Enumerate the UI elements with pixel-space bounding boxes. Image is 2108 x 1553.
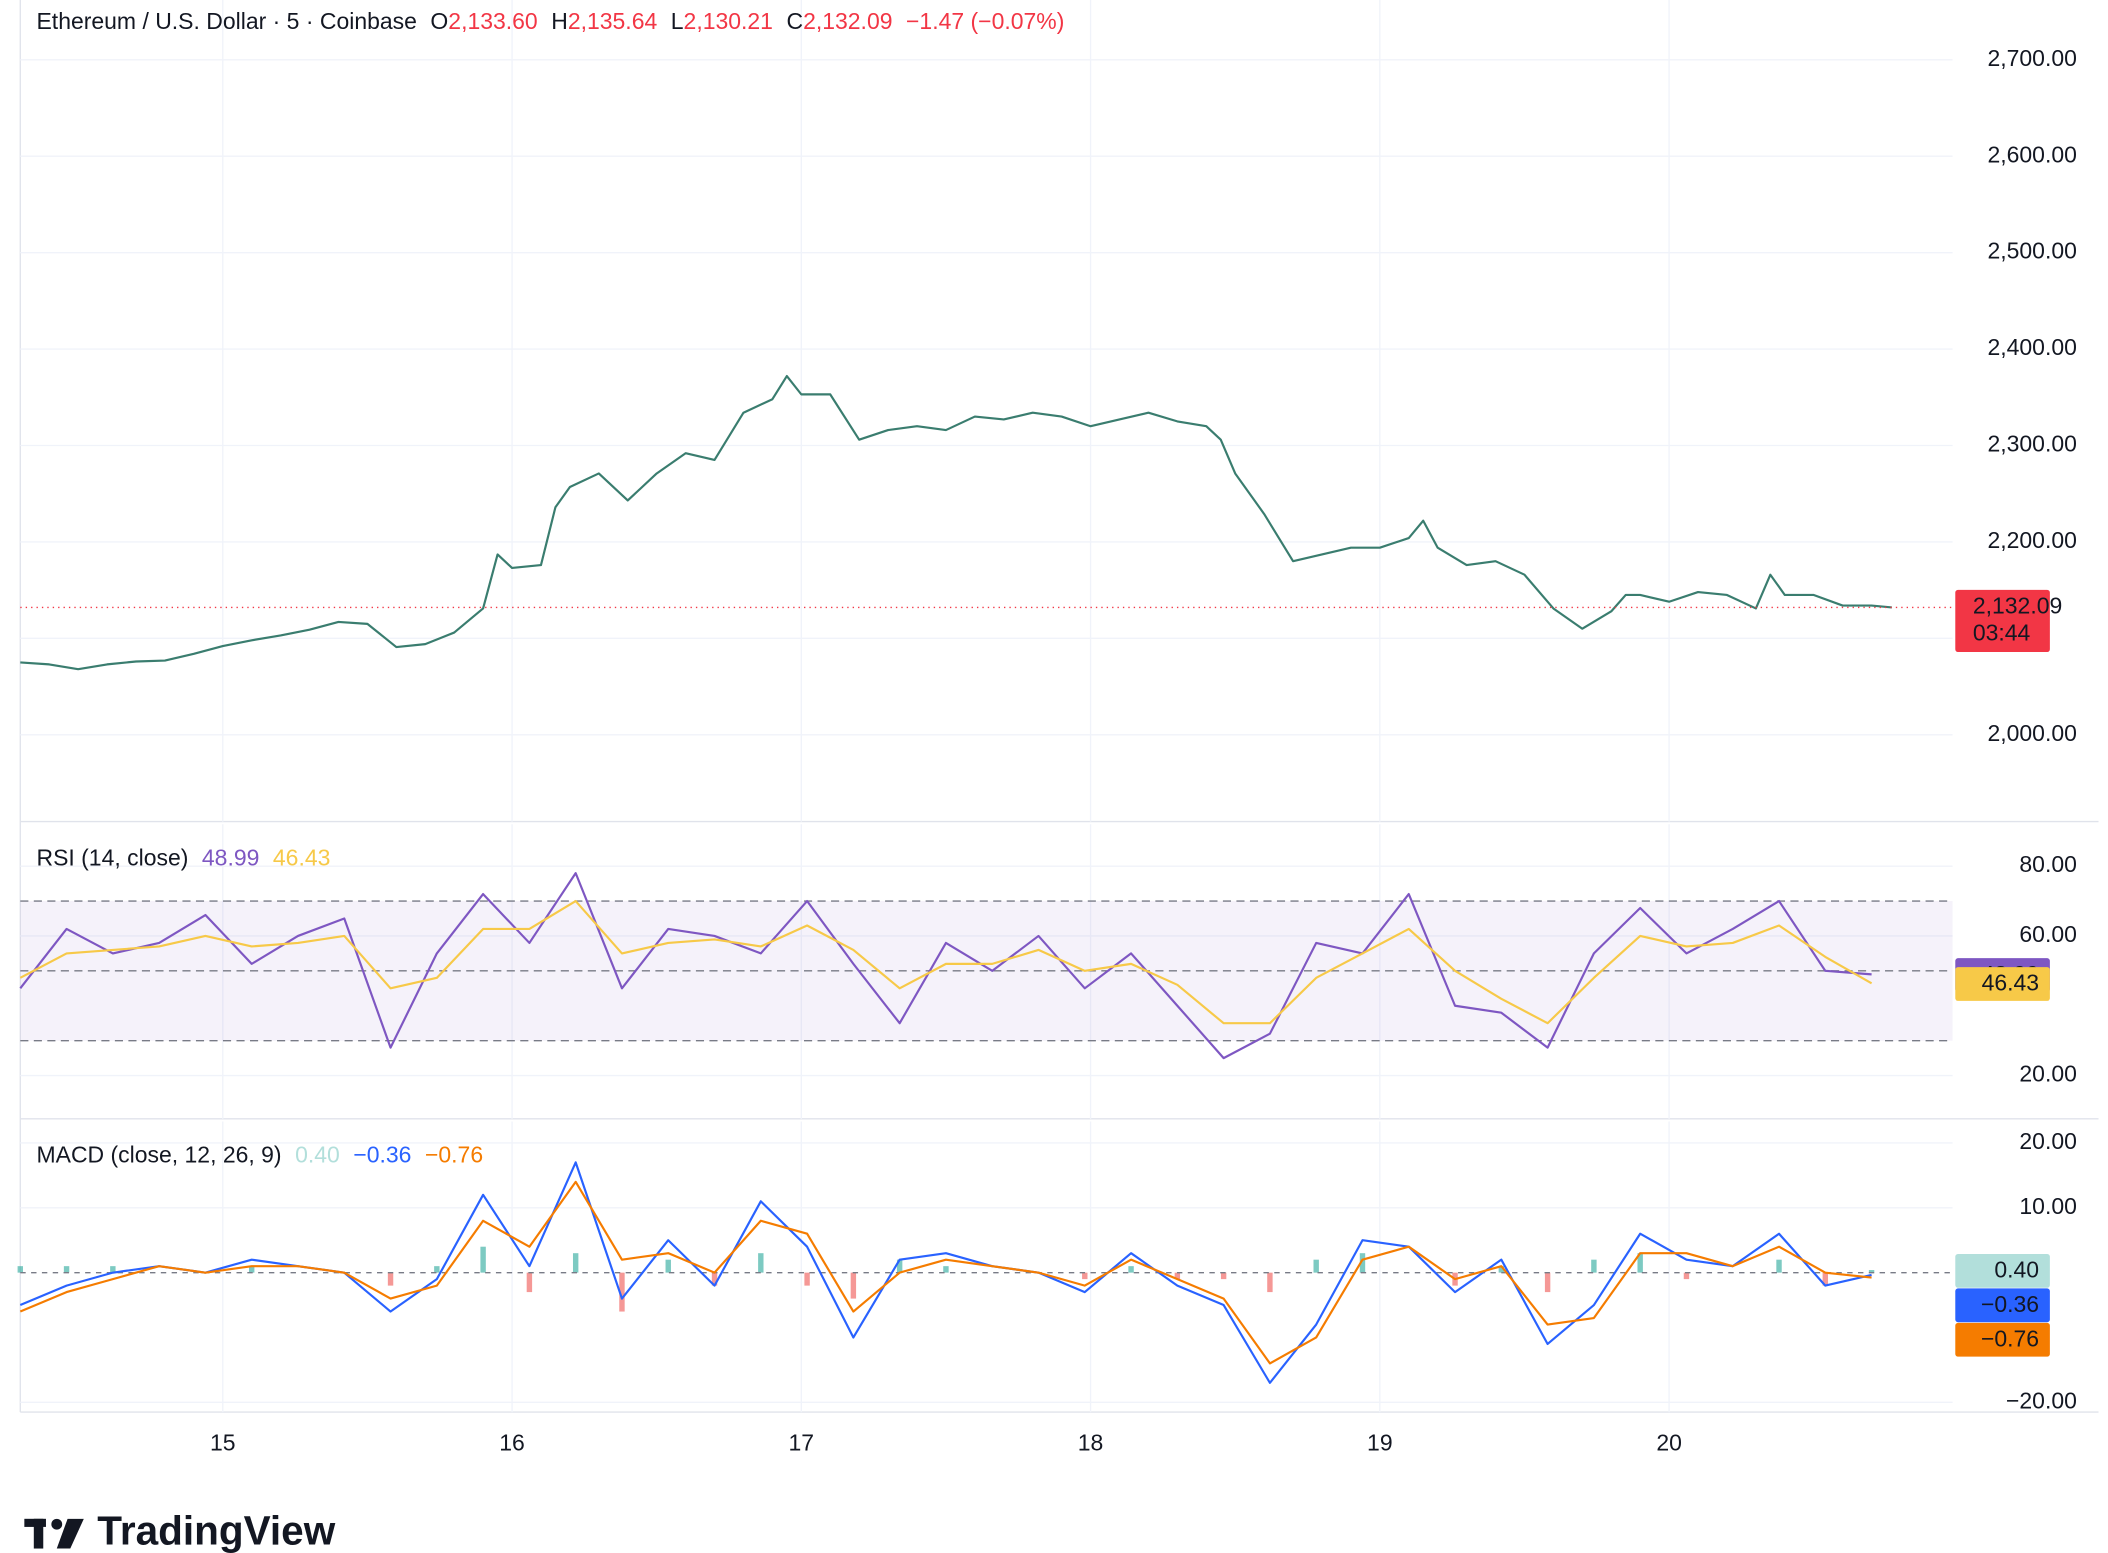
histogram-bar — [850, 1272, 857, 1299]
histogram-bar — [896, 1259, 903, 1273]
series-line — [20, 374, 1892, 671]
y-tick-label: 20.00 — [2019, 1061, 2076, 1087]
axis-value-label: 0.40 — [1994, 1257, 2039, 1283]
legend-title: RSI (14, close) — [37, 844, 189, 870]
ohlc-key: H — [551, 8, 568, 34]
legend-title: MACD (close, 12, 26, 9) — [37, 1142, 282, 1168]
y-tick-label: 2,000.00 — [1987, 720, 2076, 746]
histogram-bar — [434, 1266, 440, 1273]
legend-value: −0.76 — [425, 1142, 483, 1168]
axis-value-box — [1955, 1322, 2050, 1357]
histogram-bar — [1544, 1272, 1551, 1293]
countdown-label: 03:44 — [1973, 619, 2031, 645]
histogram-bar — [1267, 1272, 1273, 1293]
series-line — [19, 1180, 1872, 1365]
histogram-bar — [711, 1272, 718, 1286]
y-tick-label: 2,500.00 — [1987, 238, 2076, 264]
histogram-bar — [804, 1272, 810, 1286]
axis-value-label: 46.43 — [1982, 970, 2039, 996]
y-tick-label: −20.00 — [2006, 1387, 2077, 1413]
histogram-bar — [1498, 1266, 1505, 1273]
logo-icon — [33, 1518, 44, 1549]
histogram-bar — [1128, 1266, 1134, 1273]
histogram-bar — [248, 1266, 255, 1273]
panel-legend: MACD (close, 12, 26, 9) 0.40 −0.36 −0.76 — [37, 1142, 484, 1168]
legend-value: 46.43 — [273, 844, 330, 870]
ohlc-value: 2,133.60 — [448, 8, 537, 34]
legend-value: 0.40 — [295, 1142, 340, 1168]
ohlc-value: 2,130.21 — [684, 8, 773, 34]
histogram-bar — [1359, 1253, 1366, 1273]
axis-value-box — [1955, 967, 2050, 1001]
histogram-bar — [526, 1272, 533, 1293]
x-tick-label: 19 — [1367, 1430, 1393, 1456]
histogram-bar — [387, 1272, 394, 1286]
panel-legend: Ethereum / U.S. Dollar · 5 · Coinbase O2,… — [37, 8, 1065, 34]
last-price-box — [1955, 589, 2050, 652]
histogram-bar — [110, 1266, 116, 1273]
histogram-bar — [1868, 1270, 1875, 1273]
histogram-bar — [1683, 1272, 1690, 1280]
y-tick-label: 20.00 — [2019, 1128, 2076, 1154]
y-tick-label: 60.00 — [2019, 921, 2076, 947]
histogram-bar — [1174, 1272, 1181, 1280]
legend-title: Ethereum / U.S. Dollar · 5 · Coinbase — [37, 8, 417, 34]
histogram-bar — [1822, 1272, 1829, 1286]
change-value: −1.47 (−0.07%) — [906, 8, 1064, 34]
series-line — [19, 899, 1873, 1025]
histogram-bar — [63, 1266, 70, 1273]
logo-icon — [51, 1518, 63, 1530]
legend-value: −0.36 — [353, 1142, 411, 1168]
histogram-bar — [665, 1259, 671, 1273]
y-tick-label: 2,600.00 — [1987, 141, 2076, 167]
ohlc-key: L — [671, 8, 684, 34]
axis-value-label: −0.76 — [1981, 1326, 2039, 1352]
x-tick-label: 18 — [1078, 1430, 1104, 1456]
ohlc-value: 2,135.64 — [568, 8, 658, 34]
histogram-bar — [1082, 1272, 1088, 1280]
axis-value-box — [1955, 1253, 2050, 1288]
histogram-bar — [480, 1246, 486, 1273]
logo-icon — [56, 1518, 84, 1549]
y-tick-label: 2,200.00 — [1987, 527, 2076, 553]
y-tick-label: 2,300.00 — [1987, 431, 2076, 457]
histogram-bar — [1637, 1253, 1643, 1273]
y-tick-label: 80.00 — [2019, 851, 2076, 877]
series-line — [19, 872, 1872, 1060]
histogram-bar — [1220, 1272, 1227, 1280]
x-tick-label: 15 — [210, 1430, 236, 1456]
ohlc-key: C — [786, 8, 803, 34]
y-tick-label: 10.00 — [2019, 1193, 2076, 1219]
y-tick-label: 2,400.00 — [1987, 334, 2076, 360]
panel-legend: RSI (14, close) 48.99 46.43 — [37, 844, 331, 870]
histogram-bar — [758, 1253, 764, 1273]
ohlc-value: 2,132.09 — [803, 8, 892, 34]
y-tick-label: 2,700.00 — [1987, 45, 2076, 71]
last-price-label: 2,132.09 — [1973, 592, 2062, 618]
histogram-bar — [1313, 1259, 1319, 1273]
ohlc-key: O — [430, 8, 448, 34]
x-tick-label: 20 — [1656, 1430, 1682, 1456]
histogram-bar — [943, 1266, 949, 1273]
axis-value-box — [1955, 1288, 2050, 1323]
logo-text: TradingView — [97, 1507, 335, 1553]
histogram-bar — [572, 1253, 579, 1273]
histogram-bar — [17, 1266, 23, 1273]
x-tick-label: 16 — [499, 1430, 525, 1456]
histogram-bar — [1591, 1259, 1597, 1273]
histogram-bar — [619, 1272, 625, 1312]
legend-value: 48.99 — [202, 844, 259, 870]
axis-value-label: −0.36 — [1981, 1291, 2039, 1317]
logo: TradingView — [24, 1507, 336, 1553]
histogram-bar — [1776, 1259, 1782, 1273]
x-tick-label: 17 — [789, 1430, 815, 1456]
